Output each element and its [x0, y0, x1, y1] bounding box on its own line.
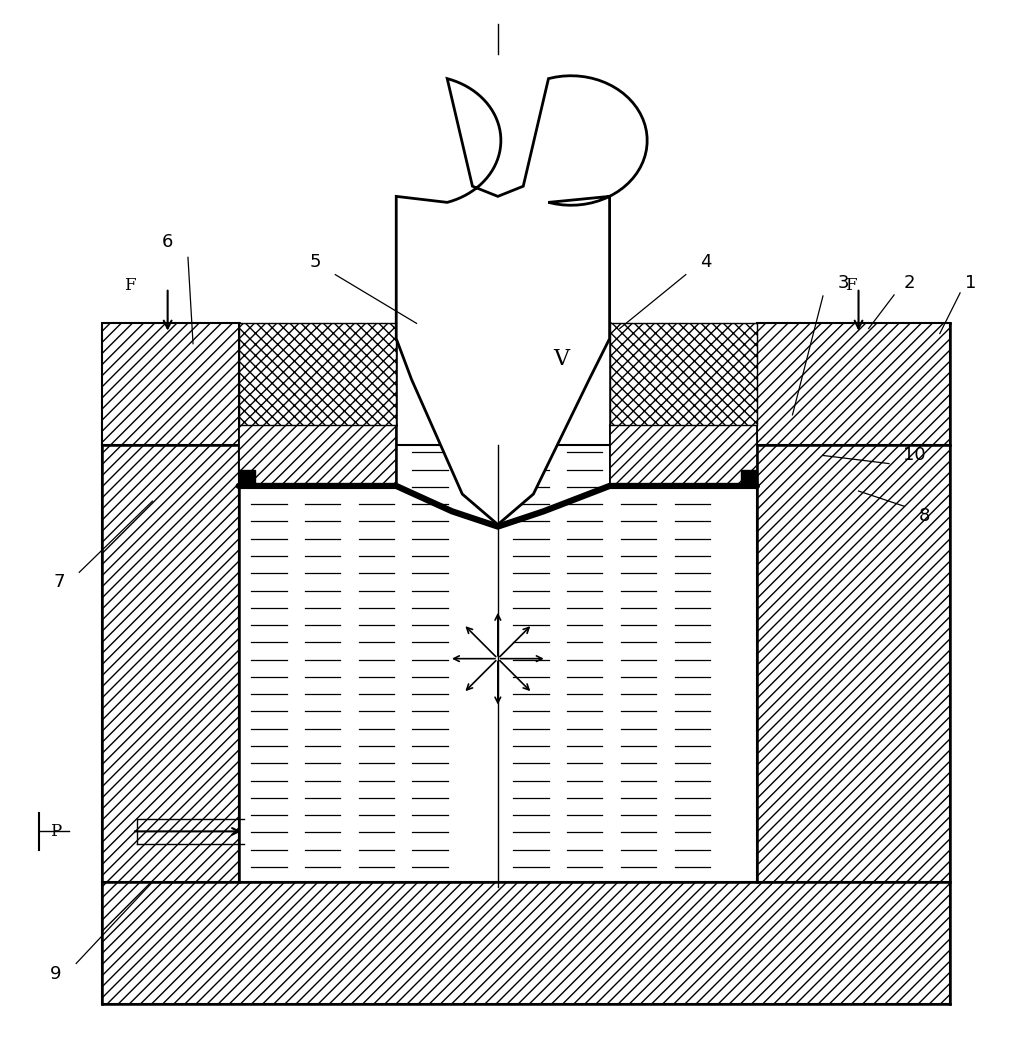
Polygon shape	[610, 425, 757, 486]
Text: 6: 6	[162, 233, 174, 251]
Text: 8: 8	[918, 508, 931, 526]
Text: F: F	[844, 276, 856, 294]
Polygon shape	[239, 445, 757, 882]
Polygon shape	[102, 445, 239, 882]
Text: 2: 2	[903, 273, 915, 292]
Bar	[741, 469, 757, 486]
Polygon shape	[610, 323, 757, 425]
Text: F: F	[124, 276, 136, 294]
Polygon shape	[102, 323, 239, 445]
Text: 7: 7	[53, 574, 65, 591]
Text: V: V	[554, 348, 570, 370]
Polygon shape	[757, 323, 950, 445]
Text: 9: 9	[50, 965, 62, 983]
Polygon shape	[757, 445, 950, 882]
Text: 5: 5	[309, 253, 321, 271]
Text: 3: 3	[837, 273, 849, 292]
Text: P: P	[50, 823, 62, 840]
Polygon shape	[102, 882, 950, 1004]
Polygon shape	[239, 323, 396, 425]
Text: 4: 4	[700, 253, 712, 271]
Text: 10: 10	[903, 446, 926, 464]
Text: 1: 1	[964, 273, 976, 292]
Polygon shape	[396, 76, 647, 525]
Bar	[239, 469, 255, 486]
Polygon shape	[239, 425, 396, 486]
